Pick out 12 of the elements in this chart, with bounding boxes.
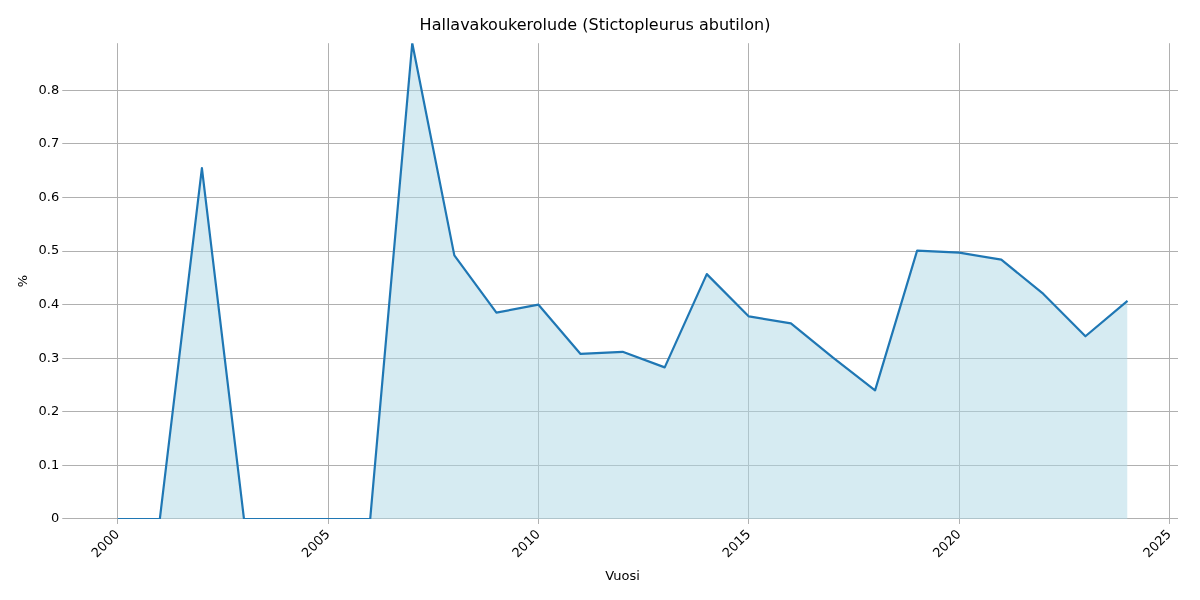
y-tick-label: 0.4 [38, 296, 60, 312]
y-tick-label: 0.5 [38, 242, 60, 258]
y-tick-label: 0.3 [38, 349, 60, 365]
y-tick-label: 0.1 [38, 456, 60, 472]
y-axis-title: % [15, 274, 31, 288]
y-tick-label: 0 [50, 510, 60, 526]
y-tick-label: 0.7 [38, 135, 60, 151]
x-axis-title: Vuosi [605, 567, 640, 583]
y-tick-label: 0.6 [38, 188, 60, 204]
y-tick-label: 0.2 [38, 403, 60, 419]
y-tick-label: 0.8 [38, 81, 60, 97]
chart-title: Hallavakoukerolude (Stictopleurus abutilon) [419, 14, 771, 34]
